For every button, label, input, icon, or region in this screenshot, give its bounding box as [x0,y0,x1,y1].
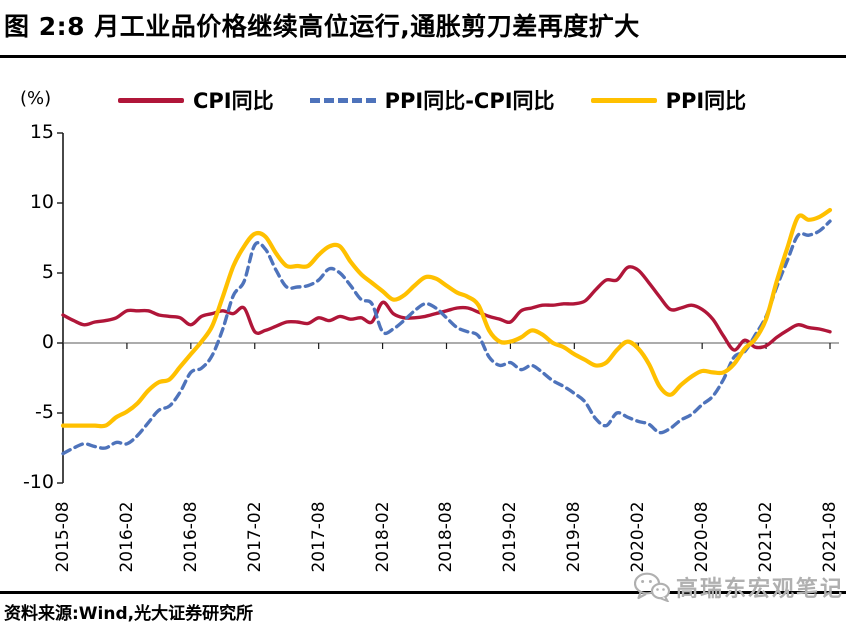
title-divider [0,55,846,58]
y-tick-label: 10 [29,191,54,213]
footer-divider [0,591,846,594]
legend-label-cpi: CPI同比 [193,89,274,113]
legend-item-cpi: CPI同比 [118,85,274,115]
legend-label-ppi: PPI同比 [665,89,747,113]
x-tick-label: 2019-02 [500,501,520,573]
cpi-line-swatch-icon [118,97,184,103]
y-tick-label: 15 [29,121,54,143]
y-tick-label: -10 [22,471,54,493]
legend-item-ppi-minus-cpi: PPI同比-CPI同比 [309,85,555,115]
x-tick-label: 2016-02 [117,501,137,573]
legend-item-ppi: PPI同比 [590,85,747,115]
watermark-text: 高瑞东宏观笔记 [675,577,844,602]
x-tick-label: 2021-08 [820,501,840,573]
diff-line-swatch-icon [309,97,376,103]
x-tick-label: 2017-08 [309,501,329,573]
wechat-icon [633,572,670,602]
source-note: 资料来源:Wind,光大证券研究所 [4,604,254,624]
figure-title: 图 2:8 月工业品价格继续高位运行,通胀剪刀差再度扩大 [4,12,640,41]
x-tick-label: 2021-02 [756,501,776,573]
x-tick-label: 2018-08 [436,501,456,573]
series-line-ppi [60,207,833,429]
x-tick-label: 2018-02 [373,501,393,573]
chart-legend: CPI同比 PPI同比-CPI同比 PPI同比 [118,85,746,115]
ppi-line-swatch-icon [590,97,657,103]
series-line-cpi [61,265,832,352]
series-line-ppi-minus-cpi [61,219,832,456]
x-tick-label: 2015-08 [53,501,73,573]
legend-label-ppi-minus-cpi: PPI同比-CPI同比 [384,89,555,113]
x-tick-label: 2016-08 [181,501,201,573]
x-tick-label: 2019-08 [564,501,584,573]
x-tick-label: 2017-02 [245,501,265,573]
x-tick-label: 2020-08 [692,501,712,573]
y-tick-label: -5 [35,401,54,423]
x-tick-label: 2020-02 [628,501,648,573]
y-axis-unit-label: (%) [20,88,52,109]
watermark: 高瑞东宏观笔记 [633,571,844,603]
y-tick-label: 5 [41,261,54,283]
y-tick-label: 0 [41,331,54,353]
